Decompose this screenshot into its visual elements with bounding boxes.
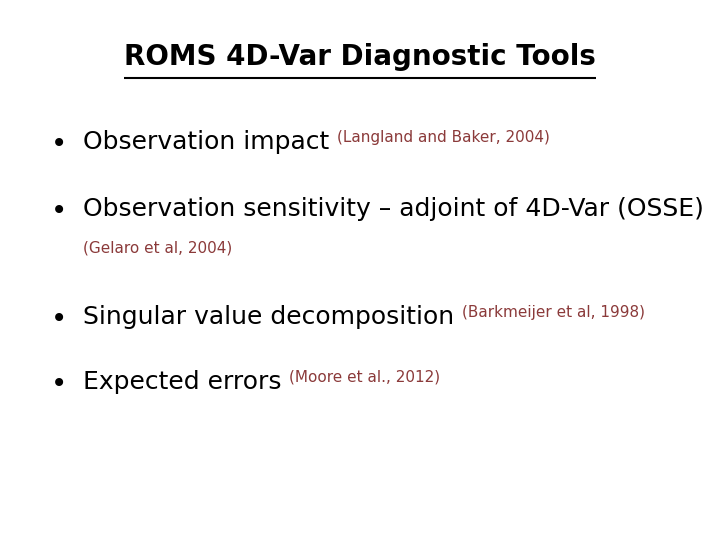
Text: ROMS 4D-Var Diagnostic Tools: ROMS 4D-Var Diagnostic Tools <box>124 43 596 71</box>
Text: Singular value decomposition: Singular value decomposition <box>83 305 462 329</box>
Text: Expected errors: Expected errors <box>83 370 289 394</box>
Text: Observation sensitivity – adjoint of 4D-Var (OSSE): Observation sensitivity – adjoint of 4D-… <box>83 197 703 221</box>
Text: •: • <box>50 197 67 225</box>
Text: Observation impact: Observation impact <box>83 130 337 153</box>
Text: (Gelaro et al, 2004): (Gelaro et al, 2004) <box>83 240 232 255</box>
Text: (Barkmeijer et al, 1998): (Barkmeijer et al, 1998) <box>462 305 645 320</box>
Text: •: • <box>50 370 67 398</box>
Text: •: • <box>50 130 67 158</box>
Text: •: • <box>50 305 67 333</box>
Text: (Moore et al., 2012): (Moore et al., 2012) <box>289 370 441 385</box>
Text: (Langland and Baker, 2004): (Langland and Baker, 2004) <box>337 130 550 145</box>
